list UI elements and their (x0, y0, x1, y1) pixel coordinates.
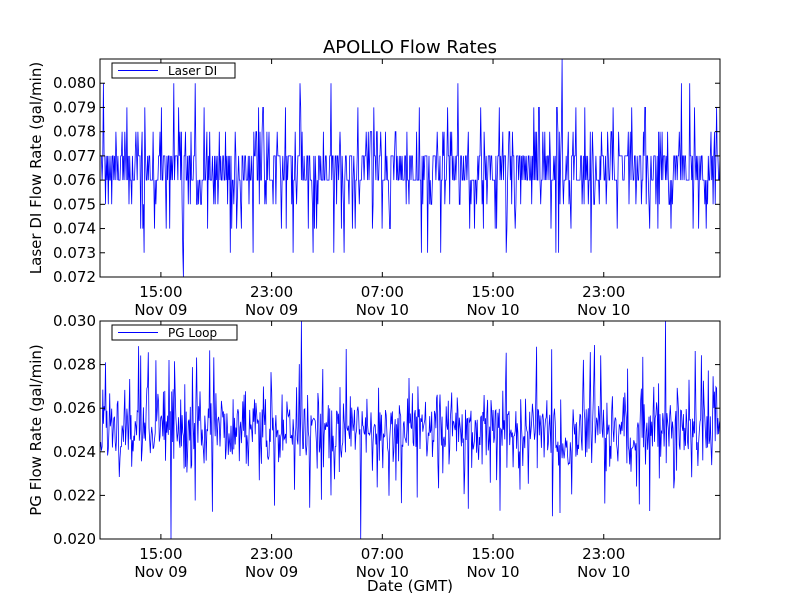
y-axis-label: PG Flow Rate (gal/min) (27, 344, 45, 516)
y-tick-label: 0.077 (53, 147, 96, 165)
x-tick-label-time: 23:00 (582, 283, 625, 301)
x-tick-label-time: 15:00 (471, 283, 514, 301)
y-tick-label: 0.030 (53, 312, 96, 330)
y-tick-label: 0.020 (53, 530, 96, 548)
y-tick-label: 0.073 (53, 244, 96, 262)
plot-frame (99, 320, 721, 540)
x-tick-label-time: 07:00 (361, 545, 404, 563)
x-tick-label-time: 15:00 (139, 545, 182, 563)
legend: Laser DI (111, 62, 236, 79)
y-axis-label: Laser DI Flow Rate (gal/min) (27, 62, 45, 274)
x-tick-label-date: Nov 10 (356, 301, 409, 319)
x-tick-label-date: Nov 10 (577, 563, 630, 581)
x-tick-label-date: Nov 09 (134, 301, 187, 319)
x-tick-label-date: Nov 09 (245, 563, 298, 581)
y-tick-label: 0.079 (53, 98, 96, 116)
x-tick-label-time: 23:00 (582, 545, 625, 563)
y-tick-label: 0.028 (53, 356, 96, 374)
y-tick-label: 0.026 (53, 399, 96, 417)
x-tick-label-time: 15:00 (139, 283, 182, 301)
y-tick-label: 0.074 (53, 220, 96, 238)
y-tick-label: 0.078 (53, 123, 96, 141)
x-tick-label-time: 23:00 (250, 283, 293, 301)
y-tick-label: 0.080 (53, 74, 96, 92)
x-tick-label-date: Nov 10 (356, 563, 409, 581)
y-tick-label: 0.022 (53, 486, 96, 504)
y-tick-label: 0.076 (53, 171, 96, 189)
legend-label: Laser DI (168, 64, 217, 78)
x-tick-label-time: 23:00 (250, 545, 293, 563)
x-axis-label: Date (GMT) (367, 577, 453, 595)
x-tick-label-date: Nov 10 (466, 563, 519, 581)
legend-label: PG Loop (168, 326, 217, 340)
x-tick-label-time: 07:00 (361, 283, 404, 301)
y-tick-label: 0.024 (53, 443, 96, 461)
legend: PG Loop (111, 324, 238, 341)
series-line-pg-loop (100, 321, 720, 539)
panel-laser-di: 0.072 0.073 0.074 0.075 0.076 0.077 0.078 0.079… (27, 58, 721, 319)
plot-frame (99, 58, 721, 278)
x-tick-label-date: Nov 10 (466, 301, 519, 319)
x-tick-label-date: Nov 09 (245, 301, 298, 319)
x-tick-label-date: Nov 09 (134, 563, 187, 581)
chart-title: APOLLO Flow Rates (323, 37, 497, 58)
y-tick-label: 0.072 (53, 268, 96, 286)
y-tick-label: 0.075 (53, 195, 96, 213)
x-tick-label-date: Nov 10 (577, 301, 630, 319)
x-tick-label-time: 15:00 (471, 545, 514, 563)
series-line-laser-di (100, 59, 720, 277)
